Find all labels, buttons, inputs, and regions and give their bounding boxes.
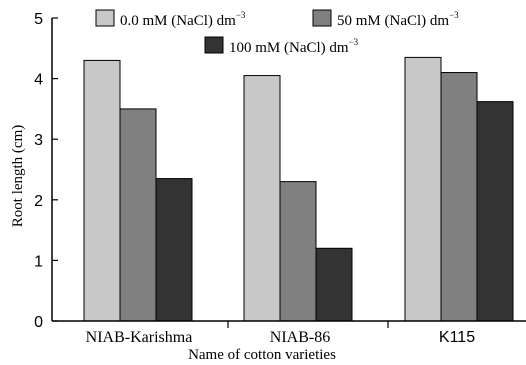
y-tick-label-2: 2: [34, 193, 43, 210]
legend-superscript-series-3: −3: [349, 37, 359, 47]
bar-k115-series-1: [404, 56, 442, 322]
bar-k115-series-2: [440, 72, 478, 322]
y-tick-label-5: 5: [34, 11, 43, 28]
bar-niab-86-series-3: [315, 247, 353, 322]
legend-label-series-2: 50 mM (NaCl) dm−3: [337, 10, 459, 29]
y-tick-label-0: 0: [34, 314, 43, 331]
bar-niab-karishma-series-2: [119, 108, 157, 322]
bar-k115-series-3: [476, 101, 514, 322]
legend-label-series-1: 0.0 mM (NaCl) dm−3: [120, 10, 246, 29]
legend-label-series-3: 100 mM (NaCl) dm−3: [229, 37, 359, 56]
bar-niab-karishma-series-3: [155, 178, 193, 322]
legend-swatch-series-1: [95, 9, 115, 27]
x-tick-label-niab-karishma: NIAB-Karishma: [86, 329, 193, 346]
axes-group: 0 1 2 3 4 5 NIAB-Karishma NIAB-86 K115: [34, 11, 526, 346]
legend-swatch-series-3: [204, 36, 224, 54]
x-axis-title: Name of cotton varieties: [188, 347, 336, 363]
y-tick-label-3: 3: [34, 132, 43, 149]
bar-niab-86-series-1: [243, 75, 281, 322]
bars-group: [83, 56, 514, 322]
bar-niab-86-series-2: [279, 181, 317, 322]
y-tick-label-4: 4: [34, 72, 43, 89]
x-tick-label-k115: K115: [439, 329, 475, 346]
y-axis-title: Root length (cm): [10, 125, 26, 227]
legend-superscript-series-1: −3: [236, 10, 246, 20]
x-tick-label-niab-86: NIAB-86: [270, 329, 330, 346]
legend: 0.0 mM (NaCl) dm−3 50 mM (NaCl) dm−3 100…: [95, 9, 459, 56]
bar-niab-karishma-series-1: [83, 59, 121, 322]
legend-superscript-series-2: −3: [449, 10, 459, 20]
legend-swatch-series-2: [312, 9, 332, 27]
y-tick-label-1: 1: [34, 253, 43, 270]
